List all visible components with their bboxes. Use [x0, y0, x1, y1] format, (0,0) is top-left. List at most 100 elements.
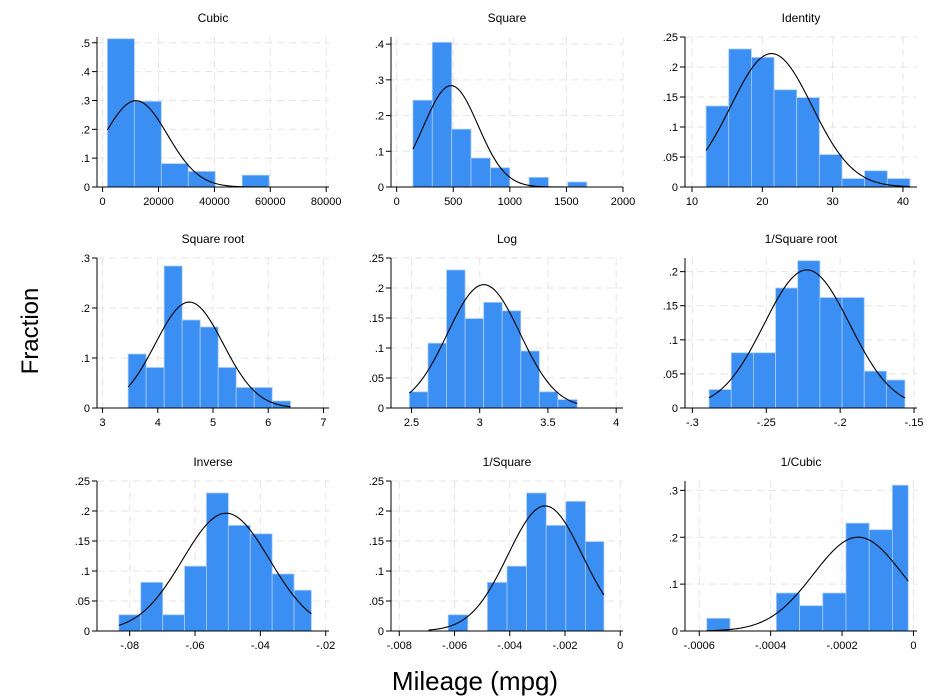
histogram-bar — [241, 174, 270, 188]
panel-title: 1/Square root — [765, 232, 838, 246]
y-tick-label: .3 — [375, 75, 384, 87]
y-tick-label: .3 — [81, 95, 90, 107]
histogram-bar — [118, 614, 142, 632]
y-tick-label: .15 — [369, 536, 384, 548]
x-tick-label: 3.5 — [540, 417, 555, 429]
histogram-bar — [750, 57, 775, 188]
y-tick-label: .5 — [81, 38, 90, 50]
histogram-bar — [708, 389, 732, 409]
x-tick-label: 0 — [394, 196, 400, 208]
y-tick-label: .4 — [81, 67, 90, 79]
histogram-panel: Square root 0 .1 .2 .3 3 4 5 6 7 — [81, 232, 329, 429]
x-tick-label: 20000 — [143, 196, 174, 208]
normal-density-curve — [127, 301, 291, 408]
panel-title: 1/Square — [483, 455, 532, 469]
y-tick-label: .15 — [663, 301, 678, 313]
histogram-bar — [538, 391, 559, 409]
x-tick-label: 30 — [827, 196, 839, 208]
x-tick-label: -.002 — [552, 640, 577, 652]
histogram-bar — [271, 573, 295, 632]
x-tick-label: -.008 — [387, 640, 412, 652]
histogram-bar — [520, 350, 540, 409]
histogram-bar — [891, 484, 909, 632]
y-tick-label: .1 — [375, 343, 384, 355]
histogram-bar — [863, 370, 887, 409]
x-tick-label: 80000 — [311, 196, 342, 208]
histogram-bar — [775, 592, 800, 632]
y-tick-label: .3 — [669, 485, 678, 497]
y-tick-label: .3 — [81, 253, 90, 265]
y-tick-label: 0 — [378, 626, 384, 638]
normal-density-curve — [428, 505, 605, 631]
x-tick-label: -.004 — [497, 640, 522, 652]
y-tick-label: .25 — [369, 476, 384, 488]
normal-density-curve — [706, 536, 909, 632]
histogram-bar — [868, 529, 893, 632]
histogram-bar — [728, 48, 752, 188]
histogram-panel: 1/Square root 0 .05 .1 .15 .2 -.3 -.25 -.2 -.15 — [663, 232, 924, 429]
histogram-bar — [886, 379, 906, 409]
histogram-bar — [451, 128, 472, 188]
x-tick-label: 3 — [477, 417, 483, 429]
histogram-bar — [526, 492, 547, 632]
histogram-bar — [184, 565, 207, 632]
x-tick-label: 0 — [910, 640, 916, 652]
histogram-bar — [567, 181, 588, 188]
histogram-bar — [127, 353, 147, 409]
histogram-bar — [753, 352, 776, 409]
panel-title: Inverse — [193, 455, 233, 469]
histogram-bar — [160, 163, 189, 188]
y-tick-label: 0 — [84, 403, 90, 415]
y-tick-label: .2 — [81, 124, 90, 136]
histogram-bar — [841, 297, 865, 409]
histogram-bar — [841, 178, 866, 188]
histogram-bar — [819, 297, 843, 409]
panel-title: Identity — [782, 11, 821, 25]
y-tick-label: .1 — [669, 122, 678, 134]
x-tick-label: 40000 — [199, 196, 230, 208]
x-tick-label: -.06 — [186, 640, 205, 652]
histogram-bar — [235, 387, 255, 409]
histogram-bar — [446, 269, 466, 409]
y-tick-label: .15 — [663, 92, 678, 104]
x-tick-label: 1500 — [554, 196, 578, 208]
x-tick-label: 4 — [155, 417, 161, 429]
y-tick-label: .25 — [369, 253, 384, 265]
histogram-bar — [409, 391, 429, 409]
histogram-bar — [506, 565, 528, 632]
y-tick-label: .1 — [81, 353, 90, 365]
y-tick-label: .05 — [663, 369, 678, 381]
histogram-bar — [199, 326, 219, 409]
histogram-bar — [489, 167, 511, 188]
histogram-bar — [217, 367, 237, 409]
x-tick-label: 0 — [617, 640, 623, 652]
normal-density-curve — [708, 269, 906, 399]
y-tick-label: .2 — [669, 62, 678, 74]
x-tick-label: 0 — [100, 196, 106, 208]
x-tick-label: 500 — [444, 196, 462, 208]
y-tick-label: .1 — [81, 566, 90, 578]
y-tick-label: 0 — [378, 182, 384, 194]
histogram-panel: 1/Square 0 .05 .1 .15 .2 .25 -.008 -.006 -.004 -.0… — [369, 455, 624, 652]
x-tick-label: -.15 — [905, 417, 924, 429]
x-tick-label: 2.5 — [404, 417, 419, 429]
histogram-bar — [486, 582, 508, 632]
histogram-bar — [730, 352, 754, 409]
normal-density-curve — [409, 284, 578, 405]
normal-density-curve — [118, 512, 312, 626]
y-tick-label: .4 — [375, 39, 384, 51]
histogram-bar — [293, 589, 312, 632]
histogram-bar — [585, 541, 605, 632]
histogram-bar — [799, 605, 824, 632]
y-tick-label: .15 — [75, 536, 90, 548]
x-tick-label: 20 — [756, 196, 768, 208]
histogram-panel: Inverse 0 .05 .1 .15 .2 .25 -.08 -.06 -.04 -.02 — [75, 455, 336, 652]
x-tick-label: -.006 — [442, 640, 467, 652]
histogram-bar — [565, 500, 586, 632]
histogram-bar — [162, 614, 185, 632]
y-tick-label: 0 — [672, 182, 678, 194]
histogram-bar — [140, 582, 164, 632]
histogram-bar — [545, 525, 567, 632]
x-tick-label: 4 — [613, 417, 619, 429]
